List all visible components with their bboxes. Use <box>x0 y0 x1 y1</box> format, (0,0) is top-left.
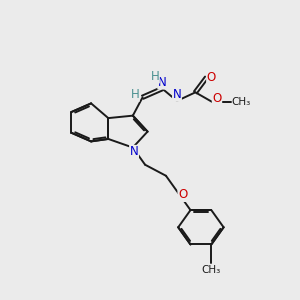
Text: O: O <box>178 188 187 201</box>
Text: N: N <box>130 146 138 158</box>
Text: CH₃: CH₃ <box>232 97 251 107</box>
Text: O: O <box>207 71 216 84</box>
Text: H: H <box>130 88 139 101</box>
Text: H: H <box>151 70 159 83</box>
Text: N: N <box>172 88 182 101</box>
Text: O: O <box>212 92 222 105</box>
Text: N: N <box>158 76 167 89</box>
Text: CH₃: CH₃ <box>202 265 221 275</box>
